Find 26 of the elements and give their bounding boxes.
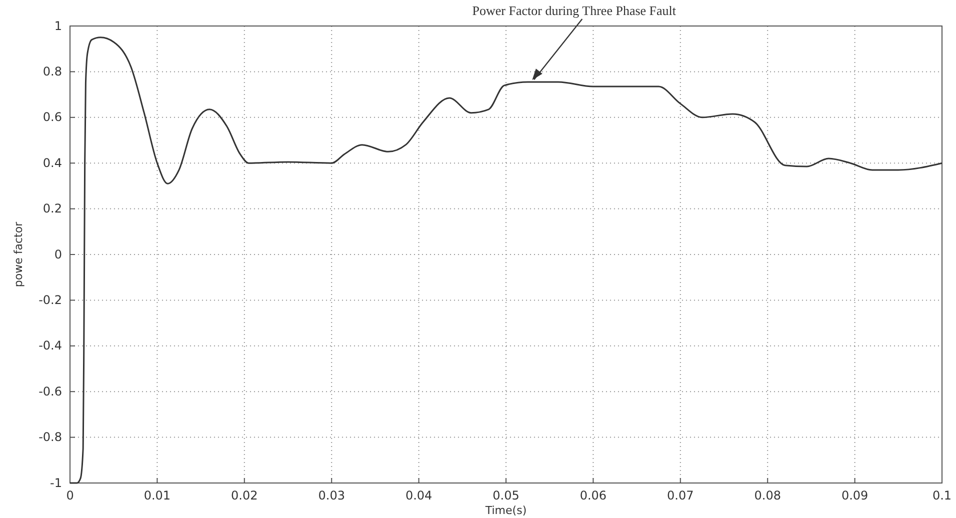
x-tick-label: 0.04	[405, 488, 432, 503]
x-tick-label: 0.08	[754, 488, 781, 503]
x-tick-label: 0	[66, 488, 74, 503]
x-axis-title: Time(s)	[484, 504, 527, 517]
y-tick-label: 0.6	[42, 110, 62, 124]
y-tick-label: 0.2	[42, 202, 62, 216]
y-tick-label: -1	[50, 476, 62, 490]
line-series	[69, 36, 943, 484]
y-tick-label: 0	[54, 247, 62, 262]
y-tick-label: 1	[54, 18, 62, 33]
y-tick-label: -0.4	[38, 338, 62, 353]
y-tick-label: -0.2	[38, 293, 62, 308]
y-tick-label: -0.8	[38, 430, 62, 444]
y-tick-label: 0.4	[42, 156, 62, 170]
y-tick-label: 0.8	[42, 64, 62, 79]
y-tick-label: -0.6	[38, 384, 62, 398]
x-tick-label: 0.01	[144, 488, 171, 503]
y-axis-title: powe factor	[12, 221, 25, 288]
annotation: Power Factor during Three Phase Fault	[472, 3, 676, 18]
x-tick-label: 0.1	[932, 488, 952, 503]
x-tick-label: 0.06	[580, 488, 607, 503]
x-tick-label: 0.07	[667, 488, 694, 503]
x-tick-label: 0.09	[841, 488, 868, 503]
x-tick-label: 0.03	[318, 488, 345, 503]
x-tick-label: 0.02	[231, 488, 258, 503]
x-tick-label: 0.05	[492, 488, 520, 503]
